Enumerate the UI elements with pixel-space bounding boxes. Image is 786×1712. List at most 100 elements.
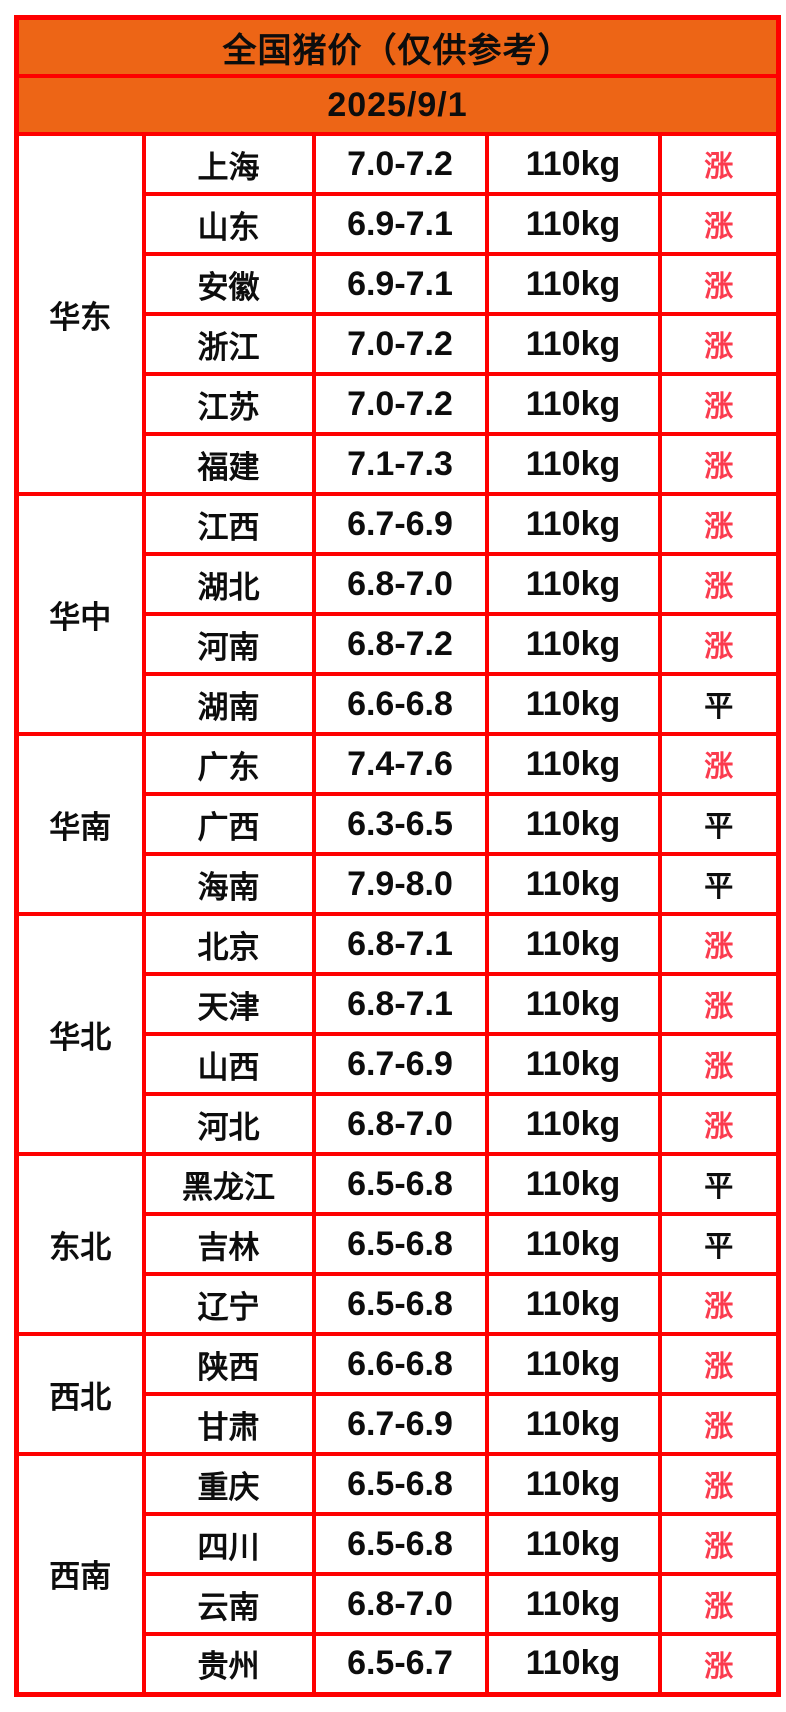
trend-cell: 涨 xyxy=(657,432,781,496)
price-range-cell: 7.0-7.2 xyxy=(311,132,489,196)
table-row: 湖北 6.8-7.0 110kg 涨 xyxy=(17,552,781,616)
province-cell: 广西 xyxy=(141,792,316,856)
weight-cell: 110kg xyxy=(484,1032,662,1096)
price-range-cell: 7.0-7.2 xyxy=(311,312,489,376)
title-row: 全国猪价（仅供参考） xyxy=(14,15,781,78)
weight-cell: 110kg xyxy=(484,672,662,736)
province-cell: 贵州 xyxy=(141,1632,316,1696)
table-row: 贵州 6.5-6.7 110kg 涨 xyxy=(17,1632,781,1696)
date-label: 2025/9/1 xyxy=(14,74,781,136)
province-cell: 河南 xyxy=(141,612,316,676)
trend-cell: 涨 xyxy=(657,252,781,316)
province-cell: 上海 xyxy=(141,132,316,196)
province-cell: 湖南 xyxy=(141,672,316,736)
price-range-cell: 6.5-6.7 xyxy=(311,1632,489,1696)
weight-cell: 110kg xyxy=(484,852,662,916)
weight-cell: 110kg xyxy=(484,1512,662,1576)
weight-cell: 110kg xyxy=(484,912,662,976)
price-range-cell: 6.6-6.8 xyxy=(311,672,489,736)
weight-cell: 110kg xyxy=(484,192,662,256)
weight-cell: 110kg xyxy=(484,1092,662,1156)
weight-cell: 110kg xyxy=(484,612,662,676)
trend-cell: 涨 xyxy=(657,132,781,196)
price-range-cell: 6.3-6.5 xyxy=(311,792,489,856)
price-range-cell: 6.9-7.1 xyxy=(311,192,489,256)
price-range-cell: 6.5-6.8 xyxy=(311,1152,489,1216)
region-cell: 西南 xyxy=(14,1452,146,1696)
price-range-cell: 6.5-6.8 xyxy=(311,1272,489,1336)
weight-cell: 110kg xyxy=(484,432,662,496)
weight-cell: 110kg xyxy=(484,132,662,196)
trend-cell: 涨 xyxy=(657,1632,781,1696)
weight-cell: 110kg xyxy=(484,1152,662,1216)
price-range-cell: 6.8-7.2 xyxy=(311,612,489,676)
table-row: 浙江 7.0-7.2 110kg 涨 xyxy=(17,312,781,376)
table-row: 甘肃 6.7-6.9 110kg 涨 xyxy=(17,1392,781,1456)
region-cell: 华南 xyxy=(14,732,146,916)
weight-cell: 110kg xyxy=(484,372,662,436)
table-row: 云南 6.8-7.0 110kg 涨 xyxy=(17,1572,781,1636)
weight-cell: 110kg xyxy=(484,1212,662,1276)
province-cell: 辽宁 xyxy=(141,1272,316,1336)
table-row: 广西 6.3-6.5 110kg 平 xyxy=(17,792,781,856)
province-cell: 黑龙江 xyxy=(141,1152,316,1216)
price-range-cell: 6.9-7.1 xyxy=(311,252,489,316)
weight-cell: 110kg xyxy=(484,792,662,856)
table-row: 西南 重庆 6.5-6.8 110kg 涨 xyxy=(14,1452,781,1696)
trend-cell: 涨 xyxy=(657,912,781,976)
province-cell: 甘肃 xyxy=(141,1392,316,1456)
trend-cell: 涨 xyxy=(657,1332,781,1396)
price-range-cell: 6.8-7.0 xyxy=(311,1092,489,1156)
province-cell: 安徽 xyxy=(141,252,316,316)
trend-cell: 涨 xyxy=(657,1032,781,1096)
price-range-cell: 6.5-6.8 xyxy=(311,1212,489,1276)
table-row: 河北 6.8-7.0 110kg 涨 xyxy=(17,1092,781,1156)
trend-cell: 涨 xyxy=(657,732,781,796)
region-cell: 东北 xyxy=(14,1152,146,1336)
trend-cell: 平 xyxy=(657,672,781,736)
trend-cell: 涨 xyxy=(657,552,781,616)
trend-cell: 平 xyxy=(657,1152,781,1216)
price-range-cell: 7.0-7.2 xyxy=(311,372,489,436)
province-cell: 重庆 xyxy=(141,1452,316,1516)
table-row: 河南 6.8-7.2 110kg 涨 xyxy=(17,612,781,676)
province-cell: 湖北 xyxy=(141,552,316,616)
province-cell: 山西 xyxy=(141,1032,316,1096)
trend-cell: 涨 xyxy=(657,1512,781,1576)
price-range-cell: 6.8-7.1 xyxy=(311,912,489,976)
weight-cell: 110kg xyxy=(484,552,662,616)
province-cell: 河北 xyxy=(141,1092,316,1156)
trend-cell: 平 xyxy=(657,792,781,856)
region-cell: 华北 xyxy=(14,912,146,1156)
price-range-cell: 6.8-7.0 xyxy=(311,552,489,616)
trend-cell: 涨 xyxy=(657,1272,781,1336)
province-cell: 江苏 xyxy=(141,372,316,436)
trend-cell: 涨 xyxy=(657,372,781,436)
table-row: 海南 7.9-8.0 110kg 平 xyxy=(17,852,781,916)
table-row: 华南 广东 7.4-7.6 110kg 涨 xyxy=(14,732,781,916)
table-row: 四川 6.5-6.8 110kg 涨 xyxy=(17,1512,781,1576)
page-title: 全国猪价（仅供参考） xyxy=(14,15,781,78)
table-row: 吉林 6.5-6.8 110kg 平 xyxy=(17,1212,781,1276)
weight-cell: 110kg xyxy=(484,1632,662,1696)
trend-cell: 平 xyxy=(657,852,781,916)
weight-cell: 110kg xyxy=(484,252,662,316)
table-row: 湖南 6.6-6.8 110kg 平 xyxy=(17,672,781,736)
pig-price-table: 全国猪价（仅供参考） 2025/9/1 华东 上海 7.0-7.2 110kg 涨山东 6… xyxy=(14,15,781,1697)
weight-cell: 110kg xyxy=(484,1572,662,1636)
trend-cell: 涨 xyxy=(657,1092,781,1156)
price-range-cell: 6.7-6.9 xyxy=(311,1032,489,1096)
weight-cell: 110kg xyxy=(484,1272,662,1336)
trend-cell: 涨 xyxy=(657,612,781,676)
region-cell: 西北 xyxy=(14,1332,146,1456)
weight-cell: 110kg xyxy=(484,732,662,796)
trend-cell: 涨 xyxy=(657,492,781,556)
price-range-cell: 6.5-6.8 xyxy=(311,1452,489,1516)
table-row: 华中 江西 6.7-6.9 110kg 涨 xyxy=(14,492,781,736)
table-row: 西北 陕西 6.6-6.8 110kg 涨 xyxy=(14,1332,781,1456)
price-range-cell: 6.7-6.9 xyxy=(311,1392,489,1456)
table-row: 天津 6.8-7.1 110kg 涨 xyxy=(17,972,781,1036)
table-row: 华北 北京 6.8-7.1 110kg 涨 xyxy=(14,912,781,1156)
table-row: 华东 上海 7.0-7.2 110kg 涨 xyxy=(14,132,781,496)
